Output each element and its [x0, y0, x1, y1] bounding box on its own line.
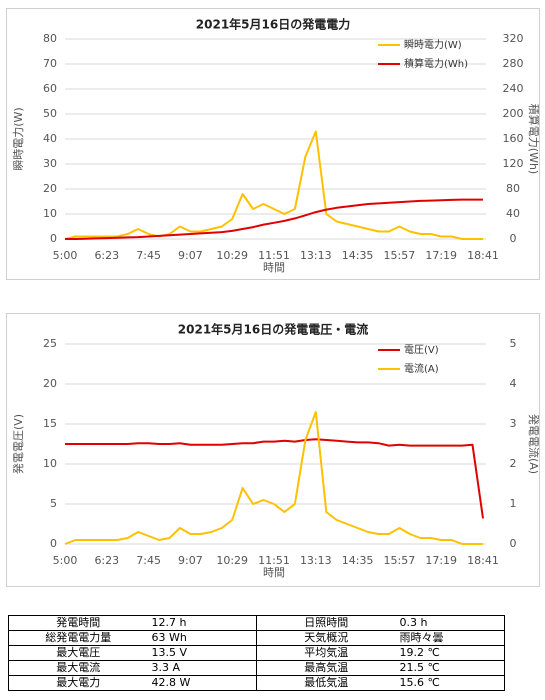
- x-tick-label: 6:23: [94, 249, 119, 262]
- x-tick-label: 7:45: [136, 554, 161, 567]
- x-tick-label: 10:29: [216, 249, 248, 262]
- y2-tick-label: 3: [510, 417, 517, 430]
- y2-tick-label: 2: [510, 457, 517, 470]
- y2-tick-label: 0: [510, 232, 517, 245]
- cell-label: 最大電流: [7, 660, 148, 676]
- series-line: [65, 198, 483, 240]
- x-tick-label: 5:00: [53, 554, 78, 567]
- y-tick-label: 15: [43, 417, 57, 430]
- x-tick-label: 18:41: [467, 554, 499, 567]
- legend-label: 積算電力(Wh): [404, 57, 468, 70]
- y-tick-label: 20: [43, 377, 57, 390]
- y-tick-label: 5: [50, 497, 57, 510]
- y-axis-label: 瞬時電力(W): [12, 107, 25, 170]
- cell-label: 最大電力: [7, 675, 148, 691]
- chart: 2021年5月16日の発電電力 0 10 20 30 40 50 60 70 80 0 40 80 12…: [6, 8, 540, 280]
- y2-tick-label: 40: [506, 207, 520, 220]
- x-tick-label: 9:07: [178, 554, 203, 567]
- cell-value: 19.2 ℃: [395, 645, 505, 661]
- y2-tick-label: 80: [506, 182, 520, 195]
- x-tick-label: 15:57: [384, 554, 416, 567]
- chart: 2021年5月16日の発電電圧・電流 0 5 10 15 20 25 0 1 2 3 4 5 5:00 6…: [6, 313, 540, 587]
- cell-value: 13.5 V: [147, 645, 257, 661]
- y2-tick-label: 0: [510, 537, 517, 550]
- x-tick-label: 11:51: [258, 249, 290, 262]
- y2-tick-label: 320: [503, 32, 524, 45]
- x-tick-label: 7:45: [136, 249, 161, 262]
- y-tick-label: 0: [50, 537, 57, 550]
- cell-value: 3.3 A: [147, 660, 257, 676]
- cell-label: 最大電圧: [7, 645, 148, 661]
- summary-table: 発電時間 12.7 h 日照時間 0.3 h 総発電電力量 63 Wh 天気概況 雨時々曇 最大…: [7, 615, 505, 691]
- y-tick-label: 0: [50, 232, 57, 245]
- x-tick-label: 13:13: [300, 249, 332, 262]
- cell-label: 日照時間: [255, 615, 396, 631]
- x-tick-label: 6:23: [94, 554, 119, 567]
- cell-value: 12.7 h: [147, 615, 257, 631]
- y-tick-label: 60: [43, 82, 57, 95]
- y-axis-label: 発電電圧(V): [11, 414, 25, 474]
- x-axis-label: 時間: [263, 566, 285, 579]
- table-row: 最大電力 42.8 W 最低気温 15.6 ℃: [7, 675, 505, 691]
- cell-value: 63 Wh: [147, 630, 257, 646]
- cell-label: 天気概況: [255, 630, 396, 646]
- table-row: 総発電電力量 63 Wh 天気概況 雨時々曇: [7, 630, 505, 646]
- x-tick-label: 5:00: [53, 249, 78, 262]
- y-tick-label: 80: [43, 32, 57, 45]
- x-tick-label: 15:57: [384, 249, 416, 262]
- x-tick-label: 9:07: [178, 249, 203, 262]
- chart-title: 2021年5月16日の発電電圧・電流: [178, 322, 368, 337]
- x-axis-label: 時間: [263, 261, 285, 274]
- table-row: 最大電流 3.3 A 最高気温 21.5 ℃: [7, 660, 505, 676]
- y2-tick-label: 5: [510, 337, 517, 350]
- y-tick-label: 30: [43, 157, 57, 170]
- y2-tick-label: 240: [503, 82, 524, 95]
- table-row: 発電時間 12.7 h 日照時間 0.3 h: [7, 615, 505, 631]
- y2-axis-label: 発電電流(A): [527, 414, 540, 474]
- cell-label: 発電時間: [7, 615, 148, 631]
- y-tick-label: 25: [43, 337, 57, 350]
- series-line: [64, 130, 483, 240]
- x-tick-label: 14:35: [342, 249, 374, 262]
- cell-value: 15.6 ℃: [395, 675, 505, 691]
- y2-tick-label: 160: [503, 132, 524, 145]
- y2-tick-label: 4: [510, 377, 517, 390]
- x-tick-label: 17:19: [425, 554, 457, 567]
- x-tick-label: 17:19: [425, 249, 457, 262]
- legend-label: 電圧(V): [404, 344, 439, 356]
- table-row: 最大電圧 13.5 V 平均気温 19.2 ℃: [7, 645, 505, 661]
- x-tick-label: 18:41: [467, 249, 499, 262]
- y-tick-label: 20: [43, 182, 57, 195]
- chart-title: 2021年5月16日の発電電力: [196, 17, 350, 32]
- series-line: [65, 438, 484, 519]
- x-tick-label: 13:13: [300, 554, 332, 567]
- y2-tick-label: 200: [503, 107, 524, 120]
- y-tick-label: 10: [43, 207, 57, 220]
- legend-label: 瞬時電力(W): [404, 38, 462, 51]
- cell-value: 21.5 ℃: [395, 660, 505, 676]
- cell-value: 0.3 h: [395, 615, 505, 631]
- cell-label: 平均気温: [255, 645, 396, 661]
- cell-label: 最高気温: [255, 660, 396, 676]
- cell-value: 雨時々曇: [395, 630, 505, 646]
- x-tick-label: 11:51: [258, 554, 290, 567]
- x-tick-label: 10:29: [216, 554, 248, 567]
- y2-tick-label: 120: [503, 157, 524, 170]
- series-line: [64, 411, 483, 545]
- y-tick-label: 40: [43, 132, 57, 145]
- cell-label: 総発電電力量: [7, 630, 148, 646]
- y-tick-label: 50: [43, 107, 57, 120]
- cell-value: 42.8 W: [147, 675, 257, 691]
- y-tick-label: 70: [43, 57, 57, 70]
- x-tick-label: 14:35: [342, 554, 374, 567]
- cell-label: 最低気温: [255, 675, 396, 691]
- y2-tick-label: 280: [503, 57, 524, 70]
- legend-label: 電流(A): [404, 362, 439, 375]
- y2-axis-label: 積算電力(Wh): [527, 104, 540, 174]
- y-tick-label: 10: [43, 457, 57, 470]
- y2-tick-label: 1: [510, 497, 517, 510]
